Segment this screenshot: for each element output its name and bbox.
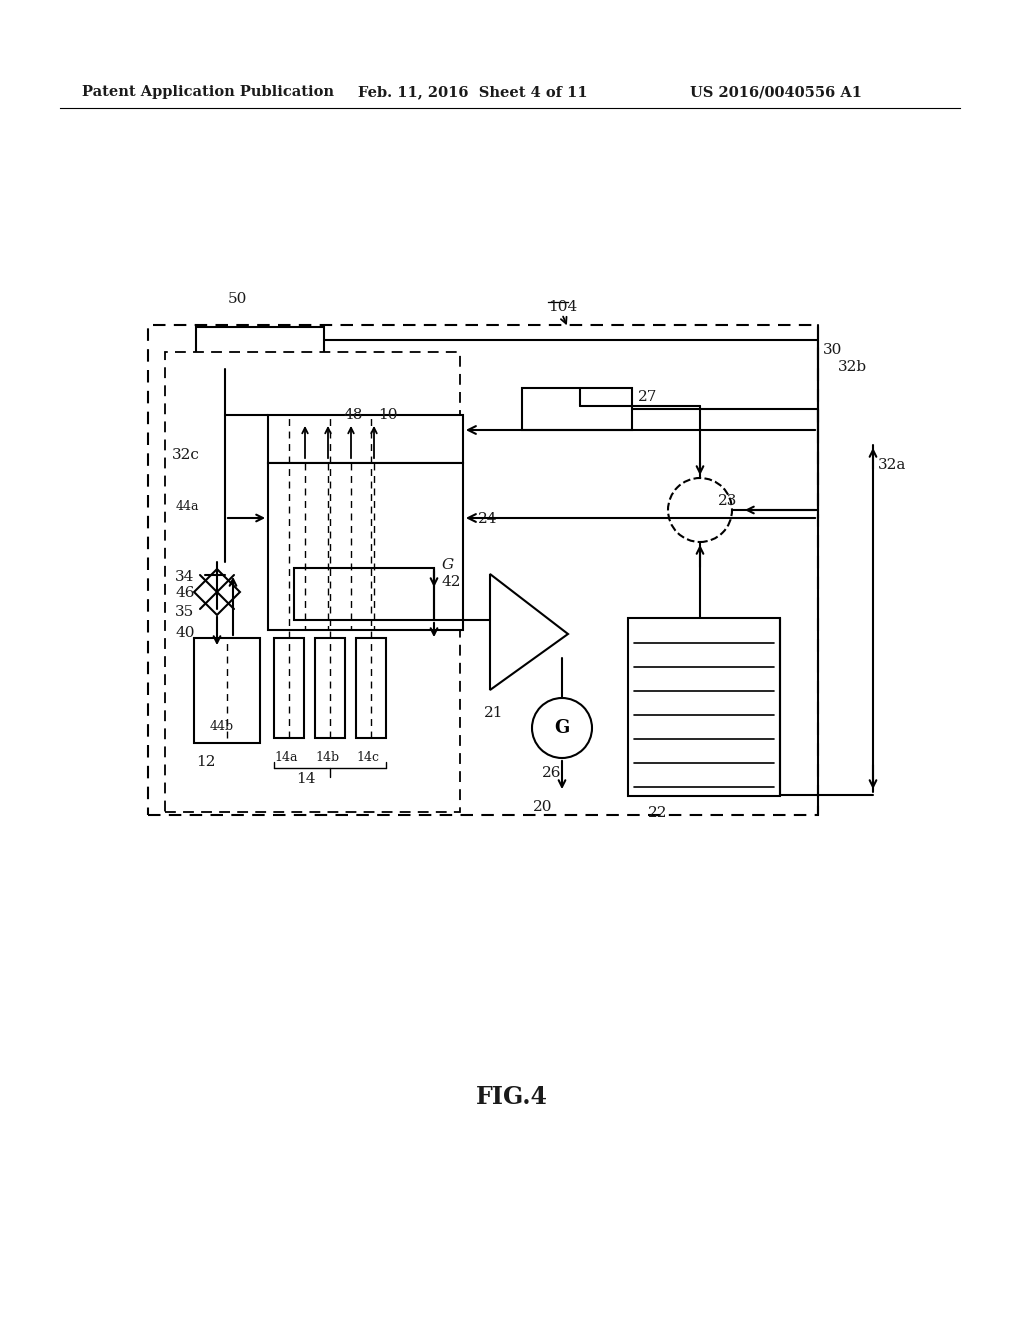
Bar: [274, 638, 304, 738]
Bar: [315, 638, 345, 738]
Text: 14a: 14a: [274, 751, 298, 764]
Bar: [194, 638, 260, 743]
Text: Feb. 11, 2016  Sheet 4 of 11: Feb. 11, 2016 Sheet 4 of 11: [358, 84, 588, 99]
Bar: [268, 463, 463, 630]
Text: 10: 10: [378, 408, 397, 422]
Bar: [148, 325, 818, 814]
Text: G: G: [554, 719, 569, 737]
Text: 34: 34: [175, 570, 195, 583]
Text: 50: 50: [228, 292, 248, 306]
Text: 14b: 14b: [315, 751, 339, 764]
Bar: [294, 568, 434, 620]
Text: 42: 42: [442, 576, 462, 589]
Text: 14c: 14c: [356, 751, 379, 764]
Bar: [628, 618, 780, 796]
Text: 35: 35: [175, 605, 195, 619]
Bar: [196, 327, 324, 370]
Text: 44a: 44a: [176, 500, 200, 513]
Text: 104: 104: [548, 300, 578, 314]
Bar: [522, 388, 632, 430]
Text: 48: 48: [344, 408, 364, 422]
Bar: [268, 414, 463, 463]
Text: 22: 22: [648, 807, 668, 820]
Text: 24: 24: [478, 512, 498, 525]
Text: 23: 23: [718, 494, 737, 508]
Text: 20: 20: [534, 800, 553, 814]
Bar: [165, 352, 460, 812]
Text: 32c: 32c: [172, 447, 200, 462]
Text: G: G: [442, 558, 454, 572]
Text: 26: 26: [542, 766, 561, 780]
Text: 30: 30: [823, 343, 843, 356]
Text: 14: 14: [296, 772, 315, 785]
Text: 40: 40: [175, 626, 195, 640]
Text: Patent Application Publication: Patent Application Publication: [82, 84, 334, 99]
Text: 32a: 32a: [878, 458, 906, 473]
Text: 46: 46: [175, 586, 195, 601]
Text: 32b: 32b: [838, 360, 867, 374]
Bar: [356, 638, 386, 738]
Text: 12: 12: [196, 755, 215, 770]
Text: 27: 27: [638, 389, 657, 404]
Text: US 2016/0040556 A1: US 2016/0040556 A1: [690, 84, 862, 99]
Text: 21: 21: [484, 706, 504, 719]
Text: FIG.4: FIG.4: [476, 1085, 548, 1109]
Text: 44b: 44b: [210, 719, 234, 733]
